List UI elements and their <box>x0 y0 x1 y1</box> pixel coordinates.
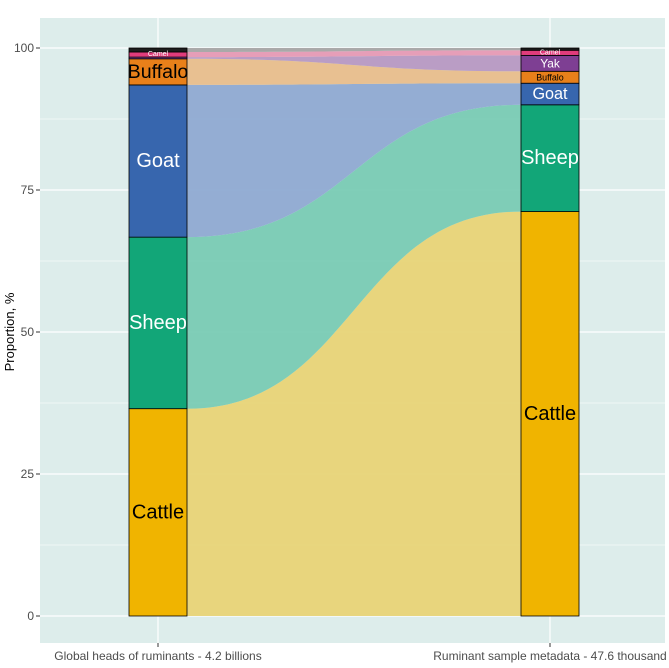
flow-sheep <box>187 104 521 409</box>
bar-segment-buffalo <box>128 58 188 86</box>
x-tick-label: Ruminant sample metadata - 47.6 thousand <box>433 649 666 663</box>
segment-label-cattle: Cattle <box>524 403 576 425</box>
segment-label-camel: Camel <box>540 49 561 56</box>
y-tick-label: 100 <box>14 41 34 55</box>
flow-bands <box>187 48 521 617</box>
y-tick-label: 25 <box>21 467 35 481</box>
flow-camel <box>187 50 521 58</box>
x-tick-label: Global heads of ruminants - 4.2 billions <box>54 649 261 663</box>
flow-yak <box>187 55 521 72</box>
bar-segment-cattle <box>128 408 188 617</box>
bar-segment-goat <box>128 84 188 238</box>
bar-segment-sheep <box>520 104 580 212</box>
bar-segment-sheep <box>128 236 188 410</box>
y-axis-title: Proportion, % <box>2 292 17 371</box>
segment-label-buffalo: Buffalo <box>128 61 189 83</box>
bar-segment-cattle <box>520 211 580 617</box>
bar-segment-other <box>128 47 188 53</box>
segment-label-goat: Goat <box>532 85 568 103</box>
segment-labels: Cattle Sheep Goat Buffalo Camel Cattle Sheep Go… <box>128 49 579 523</box>
segment-label-yak: Yak <box>540 56 560 70</box>
segment-label-goat: Goat <box>136 150 180 172</box>
flow-buffalo <box>187 58 521 85</box>
flow-goat <box>187 83 521 238</box>
segment-label-sheep: Sheep <box>129 312 187 334</box>
segment-label-sheep: Sheep <box>521 147 579 169</box>
segment-label-cattle: Cattle <box>132 501 184 523</box>
axes: 0 25 50 75 100 Global heads of ruminants - 4.… <box>14 41 667 663</box>
segment-label-buffalo: Buffalo <box>536 72 564 82</box>
y-tick-label: 0 <box>27 609 34 623</box>
flow-other <box>187 48 521 52</box>
y-tick-label: 50 <box>21 325 35 339</box>
stacked-bars <box>128 47 580 617</box>
flow-cattle <box>187 211 521 617</box>
bar-segment-other <box>520 47 580 51</box>
segment-label-camel: Camel <box>148 51 169 58</box>
y-tick-label: 75 <box>21 183 35 197</box>
